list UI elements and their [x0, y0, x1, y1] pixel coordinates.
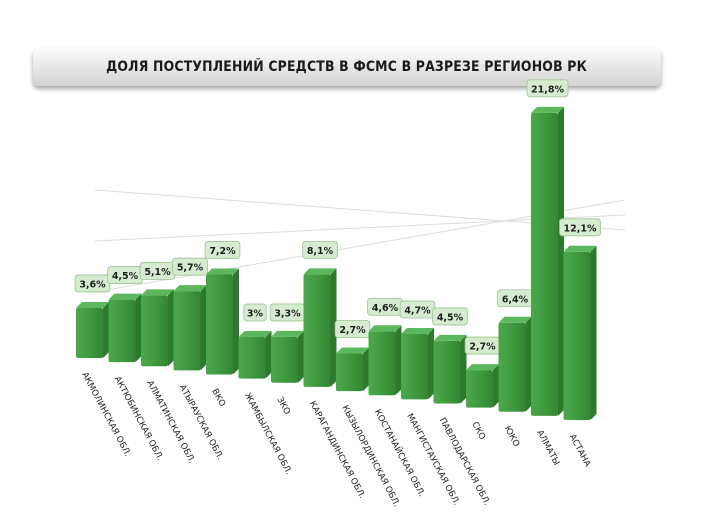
- bar-side: [135, 293, 142, 363]
- bar: [206, 274, 233, 375]
- bar-top: [76, 301, 109, 308]
- category-label: КАРАГАНДИНСКАЯ ОБЛ.: [307, 400, 367, 501]
- bar-top: [173, 285, 207, 292]
- bar-top: [303, 268, 337, 275]
- category-label: КЫЗЫЛОРДИНСКАЯ ОБЛ.: [339, 404, 401, 509]
- data-label-box: [302, 240, 338, 259]
- bar: [466, 370, 493, 408]
- data-label-box: [432, 307, 468, 326]
- data-label: 3,3%: [274, 308, 301, 319]
- bar-side: [590, 245, 597, 420]
- data-label-box: [243, 303, 267, 322]
- data-label: 2,7%: [469, 342, 496, 353]
- bar: [141, 295, 168, 367]
- category-label: ВКО: [209, 387, 227, 408]
- data-label-box: [204, 241, 241, 259]
- data-label: 5,7%: [177, 263, 204, 274]
- category-label: ЗКО: [274, 396, 292, 417]
- bar: [238, 336, 266, 379]
- bar: [173, 291, 201, 371]
- data-label: 4,5%: [112, 271, 139, 282]
- data-label: 8,1%: [307, 246, 334, 257]
- bar: [108, 299, 136, 363]
- bar-side: [493, 364, 499, 408]
- data-label-box: [172, 257, 208, 276]
- bar-top: [368, 325, 402, 332]
- bar: [401, 334, 428, 400]
- bar: [336, 353, 363, 392]
- data-label: 4,6%: [372, 303, 399, 314]
- bar-top: [433, 334, 467, 341]
- bar-side: [200, 285, 207, 371]
- data-label: 5,1%: [144, 267, 171, 278]
- bar-top: [238, 330, 272, 337]
- data-label: 6,4%: [502, 294, 529, 305]
- bar-top: [401, 328, 434, 335]
- data-label: 4,5%: [437, 312, 464, 323]
- data-label: 7,2%: [209, 246, 236, 257]
- category-label: СКО: [469, 420, 487, 442]
- data-label: 21,8%: [531, 84, 564, 95]
- bar-top: [108, 293, 142, 300]
- data-label: 12,1%: [564, 223, 597, 234]
- data-label: 3,6%: [79, 279, 106, 290]
- bar-side: [395, 325, 402, 396]
- bar-top: [141, 289, 174, 296]
- bar-top: [498, 316, 532, 323]
- category-label: МАНГИСТАУСКАЯ ОБЛ.: [404, 412, 461, 507]
- category-label: АЛМАТЫ: [534, 429, 561, 468]
- bar-top: [531, 106, 564, 113]
- bar: [368, 331, 396, 396]
- bar: [76, 307, 103, 358]
- data-label: 2,7%: [339, 325, 366, 336]
- bar-side: [298, 330, 304, 383]
- bar-side: [233, 268, 239, 375]
- bar-side: [265, 330, 272, 379]
- bar-top: [563, 245, 597, 252]
- bar-top: [466, 364, 499, 371]
- bar: [433, 340, 461, 404]
- category-label: АСТАНА: [567, 433, 592, 469]
- bar-top: [336, 347, 369, 354]
- data-label-box: [334, 320, 371, 338]
- bar: [531, 112, 558, 416]
- bar-side: [330, 268, 337, 387]
- data-label: 4,7%: [404, 306, 431, 317]
- bar-side: [428, 328, 434, 400]
- bar-top: [271, 330, 304, 337]
- bar: [498, 322, 526, 412]
- chart-title: ДОЛЯ ПОСТУПЛЕНИЙ СРЕДСТВ В ФСМС В РАЗРЕЗ…: [106, 59, 588, 75]
- bar: [563, 251, 591, 420]
- bar-side: [103, 301, 109, 358]
- bar-side: [525, 316, 532, 412]
- data-label-box: [526, 79, 569, 98]
- bar: [271, 336, 298, 383]
- bar-side: [363, 347, 369, 392]
- data-label: 3%: [247, 308, 264, 319]
- bar-side: [558, 106, 564, 416]
- bar-top: [206, 268, 239, 275]
- category-label: ЮКО: [502, 424, 521, 448]
- bar-side: [168, 289, 174, 367]
- bar: [303, 274, 331, 387]
- data-label-box: [559, 218, 601, 237]
- chart-title-bar: ДОЛЯ ПОСТУПЛЕНИЙ СРЕДСТВ В ФСМС В РАЗРЕЗ…: [33, 48, 661, 86]
